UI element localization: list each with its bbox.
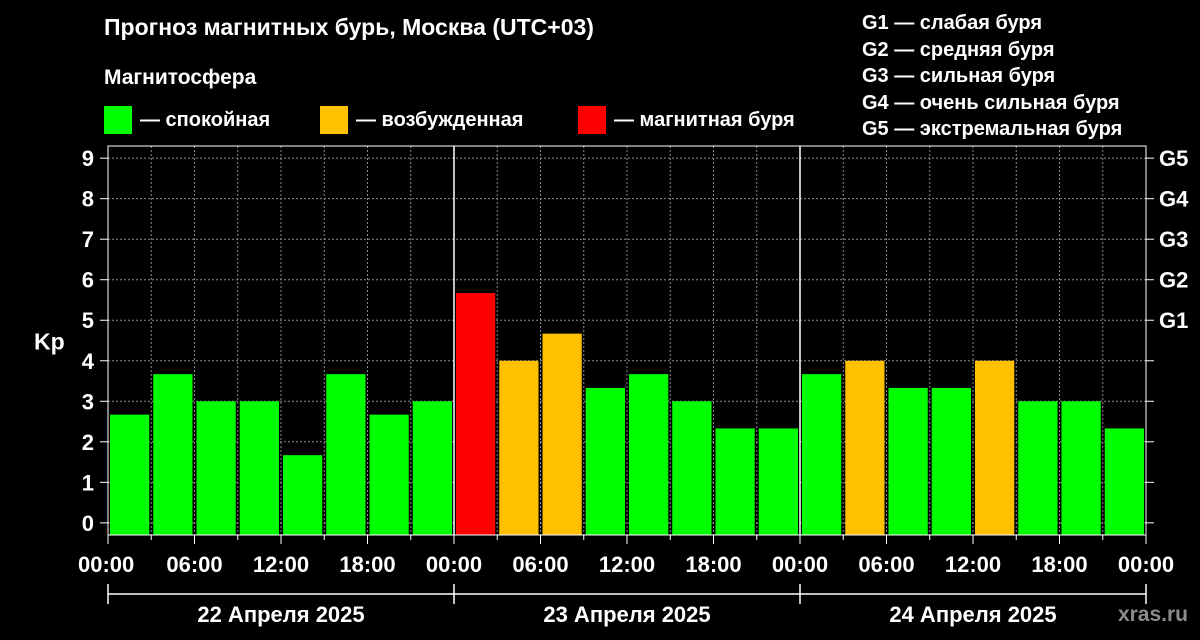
watermark: xras.ru bbox=[1117, 603, 1188, 626]
g-level-label: G1 bbox=[1159, 308, 1188, 333]
kp-bar bbox=[239, 401, 279, 535]
legend-label-quiet: — спокойная bbox=[140, 108, 271, 131]
g-scale-legend: G1 — слабая буря G2 — средняя буря G3 — … bbox=[862, 10, 1122, 143]
x-tick-label: 18:00 bbox=[339, 552, 395, 577]
g-scale-item: G5 — экстремальная буря bbox=[862, 118, 1123, 140]
x-tick-label: 12:00 bbox=[599, 552, 655, 577]
kp-bar bbox=[629, 374, 669, 535]
bar-layer bbox=[110, 293, 1144, 535]
label-layer: 0 1 2 3 4 5 6 7 8 9 G1 G2 G3 G4 G5 Kp 00:00 06:00 12:00 18:… bbox=[34, 146, 1189, 627]
x-tick-label: 00:00 bbox=[426, 552, 482, 577]
y-tick-label: 3 bbox=[82, 389, 94, 414]
x-tick-label: 18:00 bbox=[685, 552, 741, 577]
x-tick-label: 06:00 bbox=[166, 552, 222, 577]
chart-title: Прогноз магнитных бурь, Москва (UTC+03) bbox=[104, 14, 594, 40]
kp-bar bbox=[1061, 401, 1101, 535]
x-tick-label: 06:00 bbox=[512, 552, 568, 577]
kp-bar bbox=[931, 387, 971, 535]
x-tick-label: 00:00 bbox=[772, 552, 828, 577]
g-scale-item: G1 — слабая буря bbox=[862, 12, 1043, 34]
y-tick-label: 7 bbox=[82, 227, 94, 252]
x-tick-label: 12:00 bbox=[945, 552, 1001, 577]
kp-bar bbox=[715, 428, 755, 535]
g-level-label: G3 bbox=[1159, 227, 1188, 252]
kp-bar bbox=[153, 374, 193, 535]
y-axis-label: Kp bbox=[34, 329, 65, 355]
kp-bar bbox=[672, 401, 712, 535]
kp-bar bbox=[412, 401, 452, 535]
kp-bar bbox=[283, 455, 323, 535]
kp-bar bbox=[110, 414, 150, 535]
legend-item-quiet: — спокойная bbox=[104, 106, 270, 134]
g-level-label: G4 bbox=[1159, 187, 1189, 212]
y-tick-label: 6 bbox=[82, 268, 94, 293]
x-tick-label: 00:00 bbox=[1118, 552, 1174, 577]
kp-bar bbox=[196, 401, 236, 535]
g-scale-item: G2 — средняя буря bbox=[862, 38, 1055, 61]
y-tick-label: 1 bbox=[82, 470, 94, 495]
day-label: 22 Апреля 2025 bbox=[197, 602, 364, 627]
y-tick-label: 9 bbox=[82, 146, 94, 171]
kp-bar bbox=[802, 374, 842, 535]
day-label: 23 Апреля 2025 bbox=[543, 602, 710, 627]
kp-bar bbox=[1104, 428, 1144, 535]
x-tick-label: 12:00 bbox=[253, 552, 309, 577]
g-scale-item: G4 — очень сильная буря bbox=[862, 91, 1120, 114]
y-tick-label: 4 bbox=[82, 349, 95, 374]
kp-bar bbox=[1018, 401, 1058, 535]
day-label: 24 Апреля 2025 bbox=[889, 602, 1056, 627]
g-scale-item: G3 — сильная буря bbox=[862, 65, 1056, 87]
legend-item-storm: — магнитная буря bbox=[578, 106, 795, 134]
x-tick-label: 06:00 bbox=[858, 552, 914, 577]
g-level-label: G5 bbox=[1159, 146, 1188, 171]
y-tick-label: 5 bbox=[82, 308, 94, 333]
legend-swatch-unsettled bbox=[320, 106, 348, 134]
legend-swatch-quiet bbox=[104, 106, 132, 134]
plot-frame bbox=[107, 145, 1147, 536]
g-level-label: G2 bbox=[1159, 268, 1188, 293]
kp-bar bbox=[975, 360, 1015, 535]
kp-bar bbox=[888, 387, 928, 535]
y-tick-label: 0 bbox=[82, 511, 94, 536]
kp-bar bbox=[326, 374, 366, 535]
kp-bar bbox=[758, 428, 798, 535]
y-tick-label: 2 bbox=[82, 430, 94, 455]
kp-bar bbox=[845, 360, 885, 535]
x-tick-label: 00:00 bbox=[78, 552, 134, 577]
legend-swatch-storm bbox=[578, 106, 606, 134]
x-tick-label: 18:00 bbox=[1031, 552, 1087, 577]
legend-item-unsettled: — возбужденная bbox=[320, 106, 523, 134]
axis-layer bbox=[100, 145, 1154, 604]
legend-title: Магнитосфера bbox=[104, 66, 257, 89]
kp-bar bbox=[542, 333, 582, 535]
kp-bar bbox=[456, 293, 496, 535]
kp-bar bbox=[585, 387, 625, 535]
y-tick-label: 8 bbox=[82, 187, 94, 212]
kp-bar bbox=[369, 414, 409, 535]
kp-bar bbox=[499, 360, 539, 535]
legend-label-unsettled: — возбужденная bbox=[356, 108, 524, 131]
legend-label-storm: — магнитная буря bbox=[614, 108, 795, 131]
